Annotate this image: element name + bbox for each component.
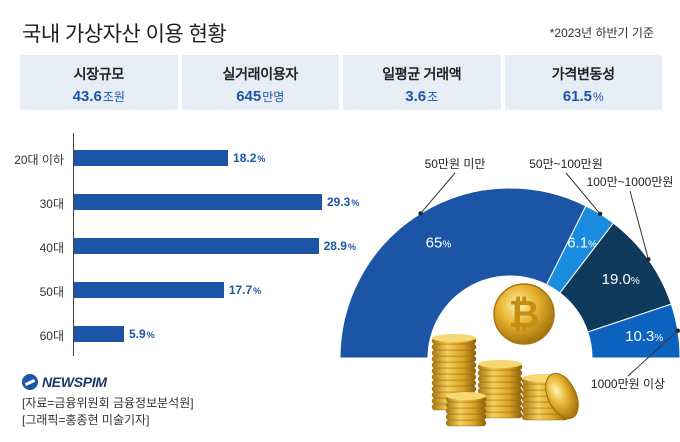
page-title: 국내 가상자산 이용 현황 — [22, 23, 227, 46]
bar-value-label: 18.2% — [233, 151, 266, 165]
basis-note: *2023년 하반기 기준 — [549, 26, 654, 40]
donut-value-label: 65% — [426, 234, 452, 251]
coin-layer — [431, 373, 477, 381]
coin-layer — [431, 379, 477, 387]
bar — [74, 238, 319, 254]
stat-value: 61.5 — [562, 88, 593, 105]
donut-slice — [339, 187, 587, 359]
bar-category-label: 40대 — [39, 241, 64, 255]
stat-volatility: 가격변동성 61.5% — [504, 55, 662, 110]
coin-layer — [445, 401, 487, 409]
coin-top — [478, 360, 522, 368]
leader-line — [565, 172, 601, 215]
coin-layer — [445, 413, 487, 421]
donut-category-label: 100만~1000만원 — [587, 175, 674, 189]
leaning-coin-icon — [545, 372, 579, 420]
donut-value-label: 6.1% — [567, 235, 597, 252]
stat-unit: 조 — [427, 90, 439, 104]
donut-value-label: 19.0% — [602, 271, 640, 288]
bar-value-label: 17.7% — [228, 283, 262, 297]
bar-value-label: 28.9% — [323, 239, 356, 253]
coin-layer — [477, 381, 523, 389]
coin-top — [432, 334, 476, 342]
coin-layer — [431, 367, 477, 375]
stat-unit: % — [593, 90, 604, 104]
coin-layer — [431, 343, 477, 351]
coin-top — [446, 392, 486, 400]
bar-category-label: 30대 — [39, 197, 64, 211]
bar-value-label: 5.9% — [128, 327, 155, 341]
coin-layer — [477, 387, 523, 395]
coin-layer — [477, 369, 523, 377]
bar — [74, 282, 224, 298]
source-note: [자료=금융위원회 금융정보분석원] — [22, 396, 194, 410]
coin-layer — [445, 407, 487, 415]
bar — [74, 194, 322, 210]
stat-daily-volume: 일평균 거래액 3.6조 — [343, 55, 501, 110]
bar-value-label: 29.3% — [327, 195, 360, 209]
coin-layer — [445, 419, 487, 427]
leader-line — [629, 190, 649, 260]
stat-unit: 조원 — [102, 90, 125, 104]
stat-label: 시장규모 — [73, 66, 125, 82]
stat-label: 가격변동성 — [551, 66, 615, 82]
donut-slice — [587, 303, 680, 359]
stat-users: 실거래이용자 645만명 — [181, 55, 339, 110]
donut-category-label: 1000만원 이상 — [591, 377, 665, 391]
stat-unit: 만명 — [262, 90, 285, 104]
stat-label: 실거래이용자 — [222, 66, 299, 82]
bitcoin-coin-icon — [493, 283, 555, 345]
coin-layer — [431, 361, 477, 369]
bitcoin-symbol-icon: ₿ — [509, 292, 540, 336]
bar-category-label: 60대 — [39, 329, 64, 343]
stat-value: 43.6 — [72, 88, 102, 105]
stat-market-size: 시장규모 43.6조원 — [20, 55, 178, 110]
bar-axis — [73, 133, 74, 356]
logo-icon — [22, 374, 38, 390]
donut-value-label: 10.3% — [625, 328, 663, 345]
coin-layer — [431, 355, 477, 363]
stat-label: 일평균 거래액 — [382, 66, 462, 82]
coin-layer — [431, 349, 477, 357]
stat-value: 3.6 — [405, 88, 427, 105]
bar — [74, 326, 124, 342]
credit-note: [그래픽=홍종현 미술기자] — [22, 413, 150, 427]
stats-row: 시장규모 43.6조원 실거래이용자 645만명 일평균 거래액 3.6조 가격… — [20, 55, 662, 110]
donut-category-label: 50만~100만원 — [529, 157, 603, 171]
logo-text: NEWSPIM — [42, 374, 107, 390]
stat-value: 645 — [236, 88, 262, 105]
bar-category-label: 50대 — [39, 285, 64, 299]
newspim-logo: NEWSPIM — [22, 374, 107, 390]
bar-category-label: 20대 이하 — [14, 153, 64, 167]
coin-stack-illustration: ₿ — [431, 283, 579, 427]
leader-line — [627, 330, 679, 377]
bar — [74, 150, 229, 166]
coin-layer — [431, 385, 477, 393]
coin-layer — [477, 375, 523, 383]
donut-category-label: 50만원 미만 — [425, 157, 486, 171]
leader-line — [420, 172, 456, 214]
